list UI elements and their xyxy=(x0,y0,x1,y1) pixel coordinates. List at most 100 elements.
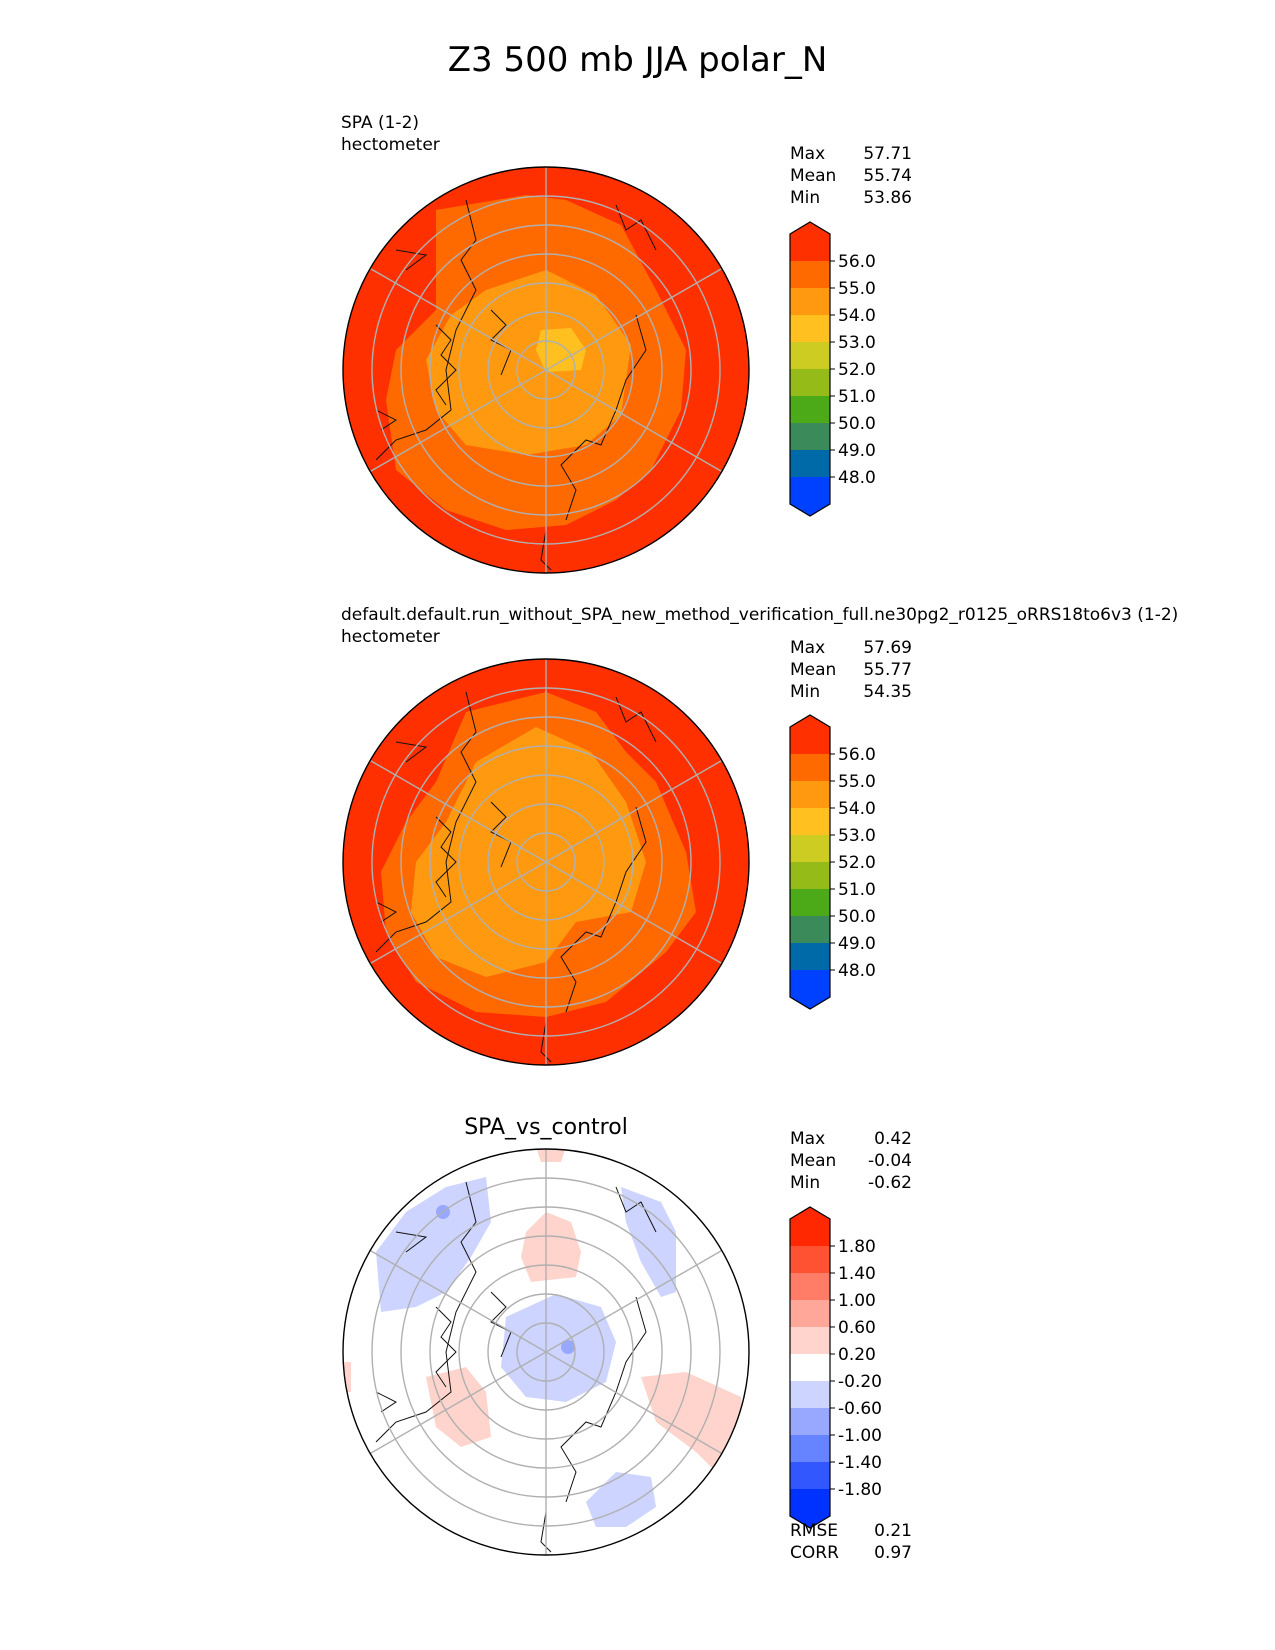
panel3-pos-north xyxy=(521,1212,581,1282)
colorbar-segment-2-4 xyxy=(790,835,830,862)
panel1-units: hectometer xyxy=(341,135,440,155)
colorbar-tick-label-2-1: 55.0 xyxy=(838,772,876,792)
colorbar-segment-3-5 xyxy=(790,1354,830,1381)
panel3-polar-map xyxy=(342,1148,750,1556)
colorbar-tick-label-2-2: 54.0 xyxy=(838,799,876,819)
colorbar-tick-label-1-0: 56.0 xyxy=(838,252,876,272)
panel1-title-line1: SPA (1-2) xyxy=(341,113,420,133)
colorbar-segment-1-5 xyxy=(790,369,830,396)
panel3-max-label: Max xyxy=(790,1129,826,1149)
colorbar-tick-label-2-3: 53.0 xyxy=(838,826,876,846)
colorbar-tick-label-3-2: 1.00 xyxy=(838,1291,876,1311)
panel3-min-value: -0.62 xyxy=(868,1173,912,1193)
colorbar-tick-label-3-9: -1.80 xyxy=(838,1480,882,1500)
panel1-mean-label: Mean xyxy=(790,166,837,186)
colorbar-segment-1-6 xyxy=(790,396,830,423)
panel1-map-border xyxy=(342,166,750,574)
panel3-stats: Max 0.42 Mean -0.04 Min -0.62 xyxy=(790,1128,912,1194)
colorbar-tick-label-3-6: -0.60 xyxy=(838,1399,882,1419)
colorbar-segment-2-2 xyxy=(790,781,830,808)
colorbar-tick-label-2-7: 49.0 xyxy=(838,934,876,954)
colorbar-segment-3-3 xyxy=(790,1300,830,1327)
colorbar-tick-label-1-6: 50.0 xyxy=(838,414,876,434)
colorbar-segment-1-3 xyxy=(790,315,830,342)
panel3-pos-top xyxy=(536,1149,566,1162)
colorbar-segment-3-2 xyxy=(790,1273,830,1300)
colorbar-segment-3-6 xyxy=(790,1381,830,1408)
colorbar-tick-label-1-1: 55.0 xyxy=(838,279,876,299)
colorbar-segment-2-1 xyxy=(790,754,830,781)
panel2-min-label: Min xyxy=(790,682,821,702)
colorbar-tick-label-3-5: -0.20 xyxy=(838,1372,882,1392)
panel2-title-line1: default.default.run_without_SPA_new_meth… xyxy=(341,605,1179,625)
panel3-neg-nw xyxy=(376,1177,491,1312)
colorbar-segment-1-7 xyxy=(790,423,830,450)
panel1-coastlines xyxy=(375,199,657,571)
panel3-coastlines xyxy=(375,1181,657,1553)
colorbar-tick-label-3-8: -1.40 xyxy=(838,1453,882,1473)
colorbar-segment-3-10 xyxy=(790,1489,830,1528)
colorbar-segment-2-6 xyxy=(790,889,830,916)
panel3-pos-east xyxy=(641,1372,746,1482)
panel2-max-value: 57.69 xyxy=(863,638,912,658)
panel1-polar-map xyxy=(342,166,750,574)
colorbar-tick-label-2-0: 56.0 xyxy=(838,745,876,765)
colorbar-tick-label-1-4: 52.0 xyxy=(838,360,876,380)
colorbar-tick-label-3-0: 1.80 xyxy=(838,1237,876,1257)
panel3-mean-value: -0.04 xyxy=(868,1151,912,1171)
colorbar-tick-label-2-4: 52.0 xyxy=(838,853,876,873)
colorbar-outline-1 xyxy=(789,221,831,517)
panel3-rmse-label: RMSE xyxy=(790,1521,839,1541)
panel2-mean-label: Mean xyxy=(790,660,837,680)
panel2-polar-map xyxy=(342,658,750,1066)
panel2-stats: Max 57.69 Mean 55.77 Min 54.35 xyxy=(790,637,912,703)
figure-title: Z3 500 mb JJA polar_N xyxy=(447,40,828,80)
panel2-colorbar: 56.0 55.0 54.0 53.0 52.0 51.0 50.0 49.0 48.0 xyxy=(789,714,876,1010)
panel3-corr-value: 0.97 xyxy=(874,1543,912,1563)
panel1-min-value: 53.86 xyxy=(863,188,912,208)
panel2-gridlines xyxy=(369,659,723,1065)
panel2-min-value: 54.35 xyxy=(863,682,912,702)
colorbar-tick-label-1-2: 54.0 xyxy=(838,306,876,326)
panel3-gridlines xyxy=(369,1149,723,1555)
panel3-colorbar: 1.80 1.40 1.00 0.60 0.20 -0.20 -0.60 -1.00 -1.40… xyxy=(789,1206,882,1529)
panel2-mean-value: 55.77 xyxy=(863,660,912,680)
panel2-units: hectometer xyxy=(341,627,440,647)
panel3-mean-label: Mean xyxy=(790,1151,837,1171)
colorbar-outline-3 xyxy=(789,1206,831,1529)
colorbar-segment-3-4 xyxy=(790,1327,830,1354)
panel3-title: SPA_vs_control xyxy=(464,1115,628,1140)
colorbar-tick-label-2-5: 51.0 xyxy=(838,880,876,900)
colorbar-segment-2-8 xyxy=(790,943,830,970)
panel1-gridlines xyxy=(369,167,723,573)
panel1-title: SPA (1-2) hectometer xyxy=(341,112,440,156)
panel2-max-label: Max xyxy=(790,638,826,658)
panel1-mean-value: 55.74 xyxy=(863,166,912,186)
colorbar-tick-label-1-3: 53.0 xyxy=(838,333,876,353)
panel1-colorbar: 56.0 55.0 54.0 53.0 52.0 51.0 50.0 49.0 48.0 xyxy=(789,221,876,517)
panel1-stats: Max 57.71 Mean 55.74 Min 53.86 xyxy=(790,143,912,209)
colorbar-segment-1-8 xyxy=(790,450,830,477)
colorbar-segment-2-3 xyxy=(790,808,830,835)
colorbar-tick-label-2-8: 48.0 xyxy=(838,961,876,981)
colorbar-segment-3-9 xyxy=(790,1462,830,1489)
colorbar-tick-label-3-3: 0.60 xyxy=(838,1318,876,1338)
colorbar-tick-label-1-7: 49.0 xyxy=(838,441,876,461)
colorbar-segment-3-7 xyxy=(790,1408,830,1435)
panel2-coastlines xyxy=(375,691,657,1063)
colorbar-segment-3-8 xyxy=(790,1435,830,1462)
panel3-corr-label: CORR xyxy=(790,1543,839,1563)
colorbar-segment-2-0 xyxy=(790,715,830,754)
colorbar-segment-1-9 xyxy=(790,477,830,516)
colorbar-tick-label-3-7: -1.00 xyxy=(838,1426,882,1446)
panel3-pos-west xyxy=(426,1367,491,1447)
panel3-metrics: RMSE 0.21 CORR 0.97 xyxy=(790,1520,912,1564)
panel1-max-value: 57.71 xyxy=(863,144,912,164)
colorbar-segment-1-4 xyxy=(790,342,830,369)
panel3-min-label: Min xyxy=(790,1173,821,1193)
panel3-map-border xyxy=(342,1148,750,1556)
colorbar-tick-label-3-1: 1.40 xyxy=(838,1264,876,1284)
colorbar-tick-label-1-5: 51.0 xyxy=(838,387,876,407)
panel3-neg-spot-2 xyxy=(561,1340,575,1354)
colorbar-tick-label-2-6: 50.0 xyxy=(838,907,876,927)
